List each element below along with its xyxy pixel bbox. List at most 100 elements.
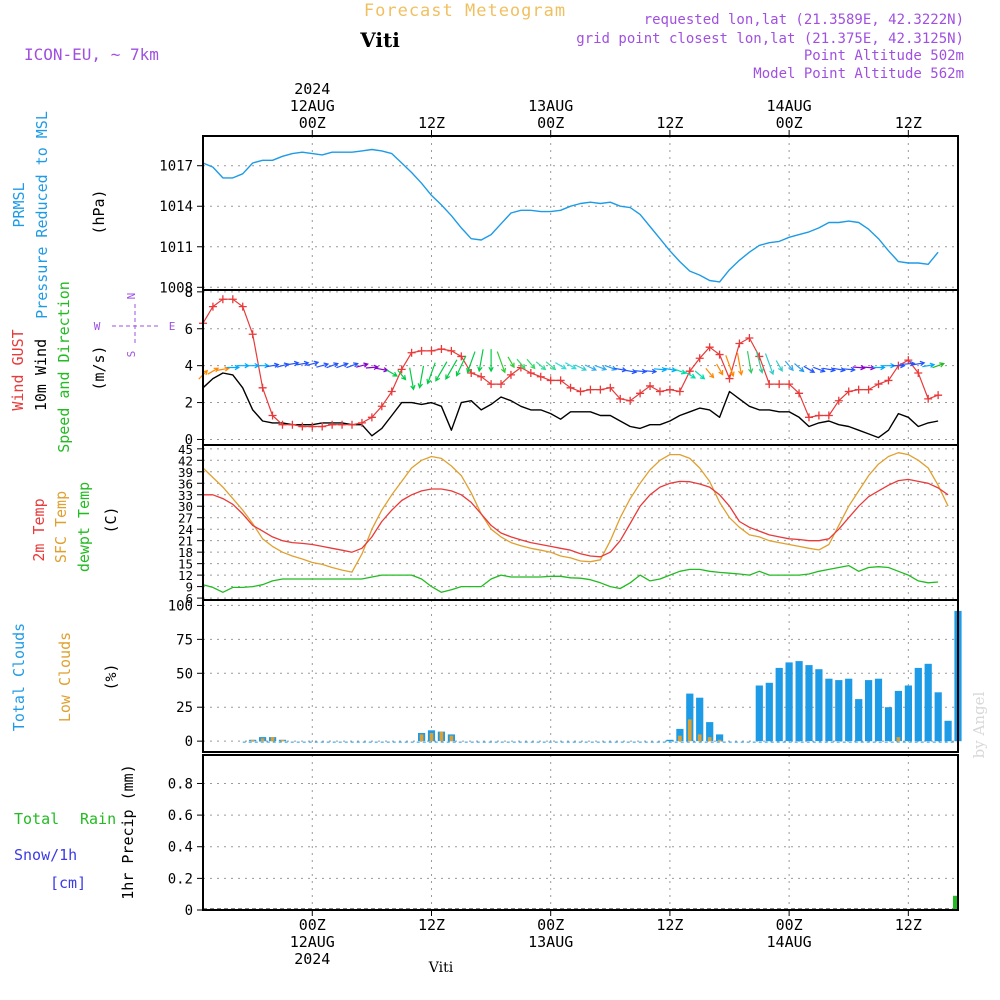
precip-labels: Total Rain Snow/1h [cm] 1hr Precip (mm) bbox=[14, 764, 137, 899]
total-cloud-bar bbox=[865, 680, 873, 742]
gust-marker bbox=[238, 302, 247, 311]
snow-label: Snow/1h bbox=[14, 846, 77, 864]
wind-direction-arrow bbox=[584, 364, 598, 371]
ytick-label: 33 bbox=[178, 488, 193, 503]
total-cloud-bar bbox=[874, 678, 883, 742]
wind-direction-arrow bbox=[746, 350, 754, 375]
gust-marker bbox=[367, 413, 376, 422]
temp2m-line bbox=[203, 478, 949, 558]
gust-marker bbox=[278, 420, 287, 429]
footer-station: Viti bbox=[428, 960, 454, 976]
info-line-3: Point Altitude 502m bbox=[804, 48, 964, 64]
panel-frame bbox=[202, 135, 959, 291]
sfc-temp-label: SFC Temp bbox=[52, 491, 70, 563]
top-time-label: 13AUG bbox=[528, 97, 573, 115]
temp-labels: 2m Temp SFC Temp dewpt Temp (C) bbox=[30, 482, 120, 572]
top-time-label: 12Z bbox=[895, 114, 922, 132]
total-cloud-bar bbox=[855, 699, 863, 742]
wind-direction-arrow bbox=[516, 358, 526, 370]
gust-marker bbox=[308, 422, 317, 431]
low-cloud-bar bbox=[439, 731, 444, 742]
low-cloud-bar bbox=[896, 737, 901, 742]
panel-frame bbox=[202, 754, 959, 911]
low-cloud-bar bbox=[429, 733, 434, 742]
gust-marker bbox=[556, 376, 565, 385]
wind-direction-arrow bbox=[852, 365, 866, 371]
wind-direction-arrow bbox=[644, 368, 658, 375]
gust-marker bbox=[407, 348, 416, 357]
ytick-label: 0.4 bbox=[168, 840, 193, 856]
wind-direction-arrow bbox=[409, 367, 416, 391]
gust-marker bbox=[248, 330, 257, 339]
bottom-time-label: 2024 bbox=[294, 950, 330, 968]
wind-direction-arrow bbox=[725, 355, 735, 378]
ytick-label: 6 bbox=[185, 322, 193, 338]
gust-marker bbox=[864, 385, 873, 394]
total-cloud-bar bbox=[686, 693, 694, 742]
total-cloud-bar bbox=[775, 667, 783, 742]
bottom-time-label: 12AUG bbox=[290, 933, 335, 951]
bottom-time-label: 12Z bbox=[656, 916, 683, 934]
gust-marker bbox=[526, 369, 535, 378]
wind-direction-arrow bbox=[326, 362, 339, 369]
compass-e: E bbox=[169, 320, 176, 333]
ytick-label: 42 bbox=[178, 453, 193, 468]
panel-frame bbox=[202, 599, 959, 753]
sfc-temp-line bbox=[202, 452, 949, 573]
ytick-label: 0.2 bbox=[168, 871, 193, 887]
gust-marker bbox=[675, 387, 684, 396]
top-time-label: 12Z bbox=[418, 114, 445, 132]
wind-direction-arrow bbox=[216, 366, 231, 372]
gust-marker bbox=[566, 383, 575, 392]
gust-marker bbox=[437, 345, 446, 354]
cloud-labels: Total Clouds Low Clouds (%) bbox=[10, 623, 120, 731]
wind-direction-arrow bbox=[716, 363, 724, 376]
total-cloud-bar bbox=[805, 665, 813, 742]
ytick-label: 36 bbox=[178, 476, 193, 491]
total-cloud-bar bbox=[666, 739, 674, 742]
wind-direction-arrow bbox=[507, 356, 515, 369]
gust-marker bbox=[536, 372, 545, 381]
wind-direction-arrow bbox=[813, 366, 826, 373]
compass-n: N bbox=[125, 293, 138, 300]
wind-direction-arrow bbox=[694, 370, 706, 380]
dewpt-line bbox=[202, 564, 939, 593]
ytick-label: 0.8 bbox=[168, 776, 193, 792]
gust-marker bbox=[934, 391, 943, 400]
gust-marker bbox=[745, 333, 754, 342]
wind-labels: Wind GUST 10m Wind Speed and Direction (… bbox=[9, 281, 108, 453]
ytick-label: 0.6 bbox=[168, 808, 193, 824]
wind-direction-arrow bbox=[296, 360, 310, 367]
wind-direction-arrow bbox=[336, 362, 349, 369]
wind-gust-line bbox=[202, 298, 939, 428]
wind-direction-arrow bbox=[426, 362, 436, 385]
ytick-label: 18 bbox=[178, 545, 193, 560]
gust-marker bbox=[497, 380, 506, 389]
ytick-label: 1014 bbox=[159, 199, 193, 215]
gust-marker bbox=[755, 352, 764, 361]
cloud-unit-label: (%) bbox=[102, 663, 120, 690]
wind-direction-arrow bbox=[256, 362, 270, 369]
wind-direction-arrow bbox=[346, 362, 359, 369]
gust-marker bbox=[695, 354, 704, 363]
gust-marker bbox=[854, 385, 863, 394]
total-cloud-bar bbox=[795, 661, 803, 742]
wind-direction-arrow bbox=[226, 364, 241, 371]
wind-speed-line bbox=[202, 372, 939, 439]
wind-direction-arrow bbox=[673, 368, 687, 375]
gust-marker bbox=[705, 343, 714, 352]
gust-marker bbox=[288, 420, 297, 429]
wind-direction-arrow bbox=[526, 358, 536, 370]
wind-direction-arrow bbox=[794, 363, 805, 373]
wind-unit-label: (m/s) bbox=[90, 345, 108, 390]
low-cloud-bar bbox=[697, 734, 702, 742]
gust-marker bbox=[318, 422, 327, 431]
ytick-label: 21 bbox=[178, 534, 193, 549]
chart-title: Forecast Meteogram bbox=[364, 1, 566, 21]
ytick-label: 0 bbox=[185, 734, 193, 750]
gust-marker bbox=[665, 385, 674, 394]
gust-marker bbox=[655, 387, 664, 396]
wind-direction-arrow bbox=[316, 362, 330, 368]
total-cloud-bar bbox=[815, 669, 823, 742]
gust-marker bbox=[427, 346, 436, 355]
